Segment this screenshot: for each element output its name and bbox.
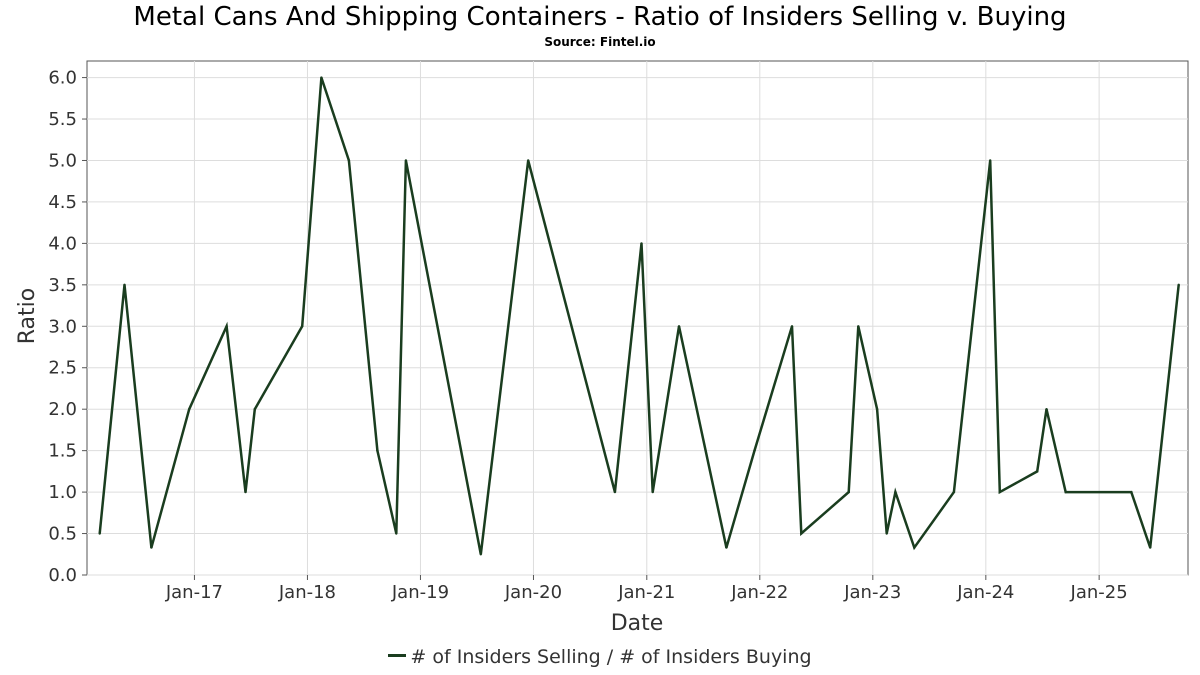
y-tick-label: 6.0 — [48, 68, 77, 89]
data-point — [952, 490, 956, 494]
data-point — [885, 532, 888, 535]
data-point — [347, 159, 351, 162]
data-point — [1177, 283, 1180, 286]
y-tick-label: 2.5 — [48, 358, 77, 379]
data-point — [913, 546, 916, 549]
data-point — [640, 242, 643, 245]
data-point — [875, 408, 879, 411]
y-tick-label: 3.0 — [48, 316, 77, 337]
data-point — [123, 283, 126, 286]
x-tick-label: Jan-25 — [1070, 582, 1128, 603]
x-tick-label: Jan-22 — [730, 582, 788, 603]
y-tick-label: 2.0 — [48, 399, 77, 420]
data-point — [790, 325, 794, 328]
data-point — [894, 490, 897, 494]
data-point — [651, 490, 654, 494]
data-point — [376, 449, 379, 452]
x-tick-label: Jan-24 — [956, 582, 1014, 603]
series-layer — [98, 76, 1180, 556]
data-point — [857, 325, 860, 328]
plot-area — [86, 60, 1189, 576]
x-tick-label: Jan-18 — [278, 582, 336, 603]
data-point — [725, 546, 728, 549]
data-point — [677, 325, 681, 328]
x-tick-label: Jan-20 — [504, 582, 562, 603]
y-tick-label: 5.0 — [48, 150, 77, 171]
data-point — [800, 532, 803, 535]
data-point — [753, 449, 756, 452]
x-tick-label: Jan-23 — [843, 582, 901, 603]
data-point — [253, 408, 256, 411]
data-point — [150, 546, 153, 549]
data-point — [225, 325, 228, 328]
data-point — [479, 553, 482, 556]
y-tick-label: 4.5 — [48, 192, 77, 213]
data-point — [1130, 490, 1133, 494]
data-point — [244, 490, 247, 494]
data-point — [1149, 546, 1152, 549]
data-point — [1064, 490, 1067, 494]
data-point — [320, 76, 323, 79]
data-point — [847, 490, 850, 494]
x-axis: Jan-17 Jan-18 Jan-19 Jan-20 Jan-21 Jan-22 Jan-… — [165, 575, 1128, 603]
y-axis-title: Ratio — [15, 288, 40, 344]
y-tick-label: 1.0 — [48, 482, 77, 503]
legend: # of Insiders Selling / # of Insiders Bu… — [0, 646, 1200, 668]
data-point — [998, 490, 1001, 494]
legend-label: # of Insiders Selling / # of Insiders Bu… — [410, 646, 812, 668]
y-axis: 0.0 0.5 1.0 1.5 2.0 2.5 3.0 3.5 4.0 4.5 5.0 5.5 6.0 — [48, 68, 87, 586]
legend-swatch — [388, 654, 407, 657]
x-tick-label: Jan-19 — [391, 582, 449, 603]
x-tick-label: Jan-17 — [165, 582, 223, 603]
y-tick-label: 0.5 — [48, 524, 77, 545]
x-axis-title: Date — [611, 611, 664, 636]
chart-subtitle: Source: Fintel.io — [544, 35, 656, 49]
y-tick-label: 4.0 — [48, 233, 77, 254]
data-point — [989, 159, 992, 162]
data-point — [1036, 470, 1039, 473]
data-point — [1045, 408, 1048, 411]
y-tick-label: 3.5 — [48, 275, 77, 296]
x-tick-label: Jan-21 — [617, 582, 675, 603]
data-point — [301, 325, 304, 328]
data-point — [395, 532, 398, 535]
data-point — [98, 532, 101, 535]
chart-title: Metal Cans And Shipping Containers - Rat… — [133, 2, 1067, 32]
data-point — [527, 159, 530, 162]
grid-lines — [87, 61, 1188, 576]
data-point — [188, 408, 191, 411]
data-point — [613, 490, 617, 494]
y-tick-label: 5.5 — [48, 109, 77, 130]
data-point — [404, 159, 408, 162]
y-tick-label: 1.5 — [48, 441, 77, 462]
series-line — [98, 77, 1180, 555]
y-tick-label: 0.0 — [48, 565, 77, 586]
